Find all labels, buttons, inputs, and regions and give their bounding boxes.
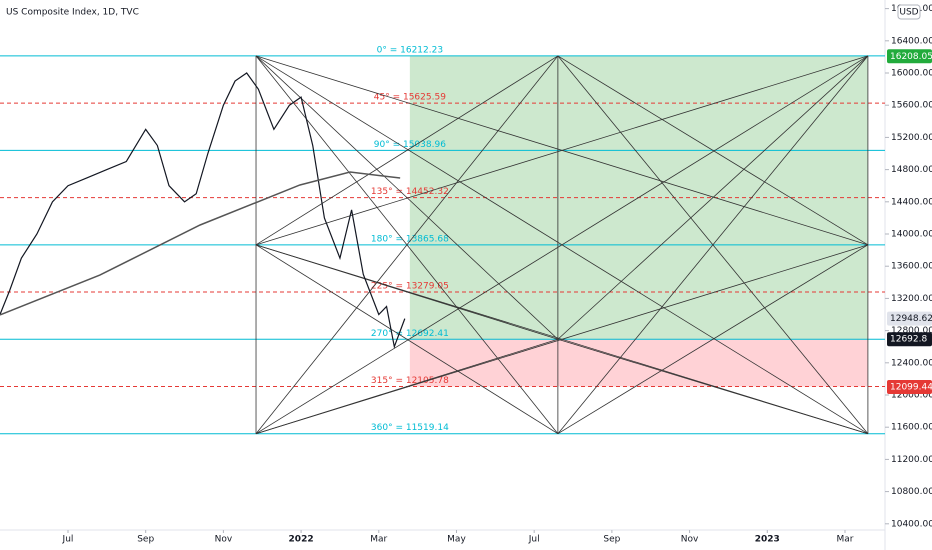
currency-badge — [897, 4, 921, 20]
gann-level-label: 315° = 12105.78 — [371, 376, 449, 386]
gann-level-label: 90° = 15038.96 — [374, 140, 446, 150]
gann-line — [557, 244, 869, 435]
price-tag — [887, 49, 932, 64]
gann-line — [255, 244, 559, 435]
gann-line — [255, 55, 559, 246]
gann-line — [557, 55, 869, 246]
gann-level-label: 270° = 12692.41 — [371, 329, 449, 339]
gann-line — [557, 55, 869, 340]
x-tick-label: 2023 — [755, 535, 780, 545]
y-tick-label: 15200.00 — [891, 133, 932, 143]
y-tick-label: 11600.00 — [891, 423, 932, 433]
gann-line — [255, 338, 559, 435]
price-line — [0, 72, 406, 349]
y-tick-label: 16400.00 — [891, 36, 932, 46]
x-tick-label: Jul — [528, 535, 540, 545]
price-tag-label: 12948.62 — [890, 314, 932, 324]
gann-level-label: 360° = 11519.14 — [371, 423, 449, 433]
price-tag-label: 12099.44 — [890, 382, 932, 392]
x-tick-label: Sep — [603, 535, 620, 545]
x-tick-label: Mar — [370, 535, 387, 545]
gann-line — [557, 55, 869, 434]
y-tick-label: 14800.00 — [891, 165, 932, 175]
x-tick-label: Mar — [836, 535, 853, 545]
y-tick-label: 11200.00 — [891, 455, 932, 465]
price-line — [0, 171, 401, 316]
y-tick-label: 14000.00 — [891, 230, 932, 240]
gann-level-label: 135° = 14452.32 — [371, 187, 449, 197]
y-tick-label: 13600.00 — [891, 262, 932, 272]
x-tick-label: Nov — [215, 535, 233, 545]
gann-level-label: 225° = 13279.05 — [371, 282, 449, 292]
currency-label: USD — [899, 8, 918, 18]
gann-level-label: 0° = 16212.23 — [377, 45, 443, 55]
y-tick-label: 12800.00 — [891, 326, 932, 336]
chart-title: US Composite Index, 1D, TVC — [6, 8, 139, 18]
price-tag-label: 12692.8 — [890, 335, 927, 345]
y-tick-label: 16000.00 — [891, 69, 932, 79]
gann-line — [255, 55, 869, 435]
gann-level-label: 180° = 13865.68 — [371, 234, 449, 244]
y-tick-label: 12000.00 — [891, 391, 932, 401]
x-tick-label: Jul — [62, 535, 74, 545]
y-tick-label: 10400.00 — [891, 519, 932, 529]
gann-line — [255, 55, 869, 246]
y-tick-label: 14400.00 — [891, 197, 932, 207]
x-tick-label: Nov — [681, 535, 699, 545]
price-tag-label: 16208.05 — [890, 52, 932, 62]
gann-line — [255, 55, 559, 340]
x-tick-label: 2022 — [289, 535, 314, 545]
gann-line — [557, 338, 869, 435]
gann-line — [255, 55, 559, 434]
y-tick-label: 15600.00 — [891, 101, 932, 111]
gann-line — [255, 244, 559, 340]
x-tick-label: Sep — [137, 535, 154, 545]
y-tick-label: 12400.00 — [891, 358, 932, 368]
x-tick-label: May — [447, 535, 466, 545]
price-tag — [887, 311, 932, 326]
price-tag — [887, 379, 932, 394]
y-tick-label: 13200.00 — [891, 294, 932, 304]
y-tick-label: 10800.00 — [891, 487, 932, 497]
price-tag — [887, 332, 932, 347]
gann-level-label: 45° = 15625.59 — [374, 93, 446, 103]
